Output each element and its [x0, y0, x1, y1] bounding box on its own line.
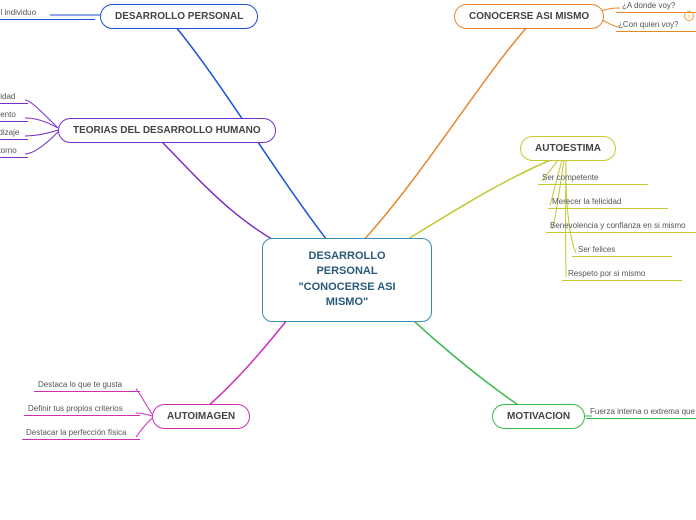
branch-teorias[interactable]: TEORIAS DEL DESARROLLO HUMANO	[58, 118, 276, 143]
center-node[interactable]: DESARROLLO PERSONAL "CONOCERSE ASI MISMO…	[262, 238, 432, 322]
leaf-text: Respeto por si mismo	[568, 269, 645, 278]
leaf-underline	[0, 157, 28, 158]
branch-label: MOTIVACION	[507, 411, 570, 422]
leaf-underline	[538, 184, 648, 185]
leaf-text: Fuerza interna o extrema que lleva al se…	[590, 407, 696, 416]
leaf-underline	[616, 31, 696, 32]
leaf-text: niento	[0, 110, 16, 119]
branch-label: TEORIAS DEL DESARROLLO HUMANO	[73, 125, 261, 136]
leaf-underline	[22, 439, 140, 440]
branch-label: CONOCERSE ASI MISMO	[469, 11, 589, 22]
leaf-underline	[0, 139, 28, 140]
branch-label: AUTOIMAGEN	[167, 411, 235, 422]
center-line2: "CONOCERSE ASI MISMO"	[298, 281, 395, 308]
leaf-text: adizaje	[0, 128, 19, 137]
leaf-text: Merecer la felicidad	[552, 197, 621, 206]
leaf-underline	[24, 415, 140, 416]
branch-conocerse[interactable]: CONOCERSE ASI MISMO	[454, 4, 604, 29]
leaf-text: curren en el individuo	[0, 8, 36, 17]
branch-motivacion[interactable]: MOTIVACION	[492, 404, 585, 429]
leaf-text: ¿A donde voy?	[622, 1, 675, 10]
leaf-text: ntorno	[0, 146, 17, 155]
leaf-underline	[0, 121, 28, 122]
leaf-underline	[572, 256, 672, 257]
leaf-text: alidad	[0, 92, 15, 101]
leaf-text: Benevolencia y confianza en si mismo	[550, 221, 686, 230]
leaf-text: Ser competente	[542, 173, 598, 182]
branch-autoimagen[interactable]: AUTOIMAGEN	[152, 404, 250, 429]
leaf-text: Destaca lo que te gusta	[38, 380, 122, 389]
branch-label: DESARROLLO PERSONAL	[115, 11, 243, 22]
leaf-underline	[0, 103, 28, 104]
leaf-text: Destacar la perfección física	[26, 428, 127, 437]
info-icon[interactable]: i	[684, 11, 694, 21]
leaf-text: Definir tus propios criterios	[28, 404, 123, 413]
branch-desarrollo-personal[interactable]: DESARROLLO PERSONAL	[100, 4, 258, 29]
leaf-underline	[562, 280, 682, 281]
leaf-underline	[548, 208, 668, 209]
leaf-underline	[546, 232, 696, 233]
branch-autoestima[interactable]: AUTOESTIMA	[520, 136, 616, 161]
leaf-underline	[586, 418, 696, 419]
branch-label: AUTOESTIMA	[535, 143, 601, 154]
center-line1: DESARROLLO PERSONAL	[309, 250, 386, 277]
leaf-underline	[34, 391, 140, 392]
leaf-underline	[0, 19, 95, 20]
leaf-text: Ser felices	[578, 245, 615, 254]
leaf-text: ¿Con quien voy?	[618, 20, 678, 29]
